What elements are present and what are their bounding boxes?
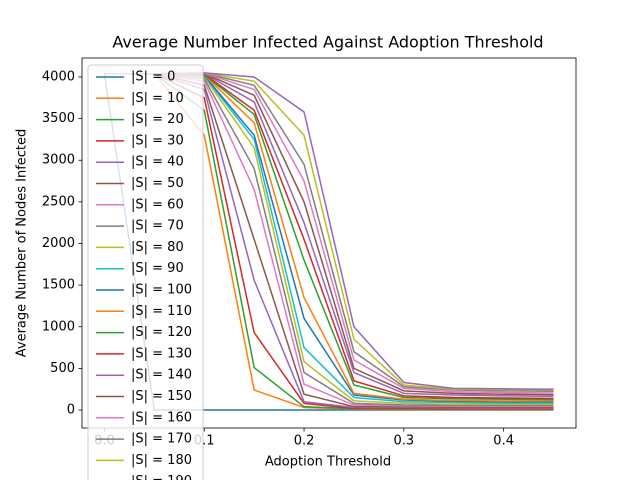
y-tick-label: 2500 [42, 194, 75, 209]
legend-label: |S| = 10 [131, 91, 184, 106]
legend-label: |S| = 140 [131, 368, 192, 383]
legend-label: |S| = 20 [131, 112, 184, 127]
x-tick-label: 0.2 [294, 434, 315, 449]
chart-title: Average Number Infected Against Adoption… [112, 33, 543, 52]
x-tick-label: 0.4 [493, 434, 514, 449]
y-tick-label: 2000 [42, 236, 75, 251]
legend-label: |S| = 110 [131, 304, 192, 319]
legend-label: |S| = 60 [131, 197, 184, 212]
legend-label: |S| = 70 [131, 219, 184, 234]
legend-label: |S| = 30 [131, 133, 184, 148]
y-tick-label: 500 [50, 361, 75, 376]
y-tick-label: 3000 [42, 153, 75, 168]
plot-area: 0.00.10.20.30.40500100015002000250030003… [42, 57, 577, 480]
axes-frame [81, 57, 577, 429]
legend-label: |S| = 40 [131, 155, 184, 170]
y-tick-label: 3500 [42, 111, 75, 126]
legend-label: |S| = 120 [131, 325, 192, 340]
legend-label: |S| = 170 [131, 432, 192, 447]
y-tick-label: 1500 [42, 278, 75, 293]
legend-label: |S| = 190 [131, 474, 192, 480]
y-tick-label: 0 [67, 403, 75, 418]
legend-label: |S| = 160 [131, 410, 192, 425]
legend-label: |S| = 50 [131, 176, 184, 191]
y-tick-label: 1000 [42, 319, 75, 334]
x-axis-label: Adoption Threshold [265, 455, 391, 470]
legend: |S| = 0 |S| = 10 |S| = 20 |S| = 30 |S| = 40 |… [87, 64, 204, 480]
legend-label: |S| = 180 [131, 453, 192, 468]
legend-label: |S| = 80 [131, 240, 184, 255]
legend-label: |S| = 100 [131, 283, 192, 298]
y-axis-label: Average Number of Nodes Infected [15, 129, 30, 358]
legend-label: |S| = 130 [131, 346, 192, 361]
legend-label: |S| = 90 [131, 261, 184, 276]
y-tick-label: 4000 [42, 69, 75, 84]
legend-box [87, 64, 204, 480]
legend-label: |S| = 150 [131, 389, 192, 404]
x-tick-label: 0.3 [394, 434, 415, 449]
legend-label: |S| = 0 [131, 70, 175, 85]
